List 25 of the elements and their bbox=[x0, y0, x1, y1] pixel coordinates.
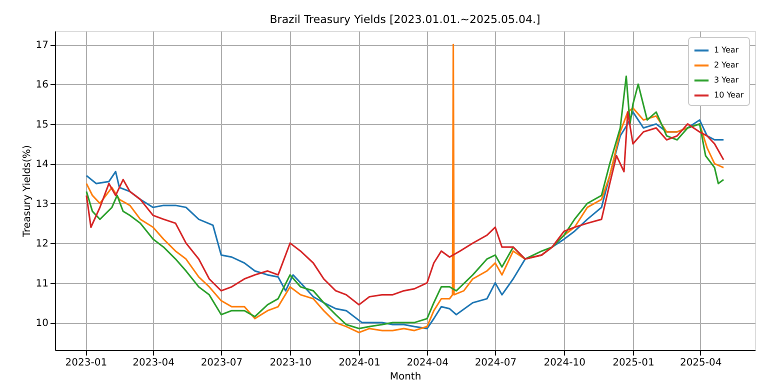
y-tick-label: 15 bbox=[36, 119, 48, 130]
y-tick-label: 11 bbox=[36, 278, 48, 290]
legend-label: 2 Year bbox=[714, 60, 740, 70]
x-tick-label: 2024-07 bbox=[474, 358, 517, 368]
x-tick-label: 2025-04 bbox=[680, 358, 722, 368]
x-tick-label: 2023-01 bbox=[65, 358, 108, 368]
x-tick-label: 2023-07 bbox=[200, 358, 243, 368]
legend-label: 10 Year bbox=[714, 90, 744, 100]
legend-label: 1 Year bbox=[714, 46, 740, 54]
y-tick-label: 14 bbox=[36, 159, 48, 170]
x-tick-label: 2024-04 bbox=[406, 358, 448, 368]
y-tick-label: 13 bbox=[36, 198, 48, 210]
x-tick-label: 2024-01 bbox=[338, 358, 380, 368]
x-tick-label: 2023-10 bbox=[270, 358, 312, 368]
y-tick-label: 17 bbox=[36, 40, 48, 52]
chart-title: Brazil Treasury Yields [2023.01.01.~2025.05.04.] bbox=[270, 13, 540, 26]
x-tick-label: 2024-10 bbox=[544, 358, 586, 368]
y-tick-label: 10 bbox=[36, 318, 48, 330]
y-axis-title: Treasury Yields(%) bbox=[22, 144, 33, 238]
y-tick-label: 16 bbox=[36, 80, 48, 91]
x-tick-label: 2023-04 bbox=[132, 358, 174, 368]
legend-label: 3 Year bbox=[714, 76, 740, 84]
x-axis-title: Month bbox=[390, 372, 422, 382]
x-tick-label: 2025-01 bbox=[612, 358, 654, 368]
y-tick-label: 12 bbox=[36, 238, 48, 250]
